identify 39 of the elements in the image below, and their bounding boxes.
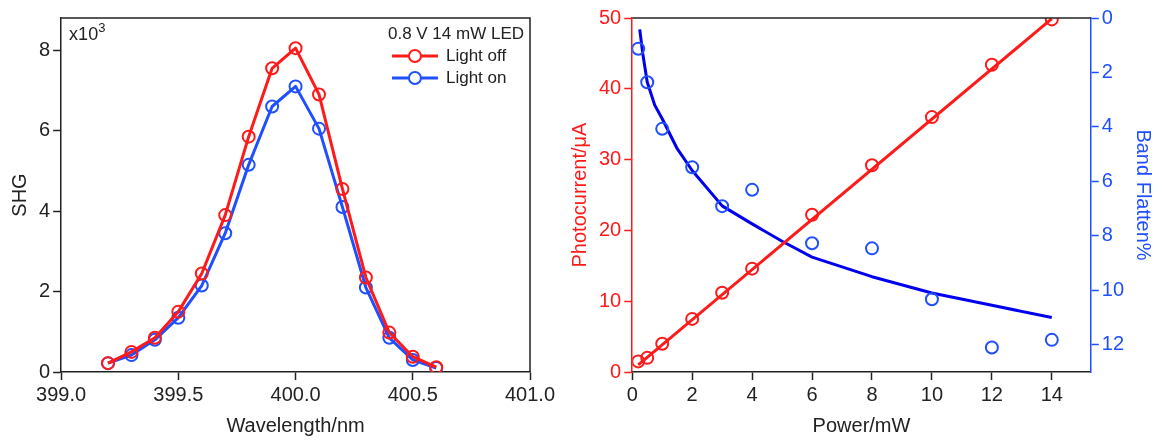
- y2-tick-label: 10: [1101, 277, 1124, 300]
- x-tick-label: 14: [1040, 382, 1063, 405]
- y-axis-title: Photocurrent/μA: [567, 121, 590, 268]
- x-tick-label: 2: [686, 382, 698, 405]
- legend-label: Light on: [445, 67, 507, 87]
- legend-label: Light off: [445, 45, 507, 65]
- y-tick-label: 8: [39, 37, 51, 60]
- x-tick-label: 400.0: [270, 382, 321, 405]
- x-tick-label: 401.0: [504, 382, 556, 405]
- y2-tick-label: 6: [1101, 168, 1113, 191]
- x-tick-label: 4: [746, 382, 758, 405]
- x-axis-title: Wavelength/nm: [226, 413, 365, 436]
- y-axis-title: SHG: [7, 173, 30, 217]
- x-tick-label: 399.5: [153, 382, 204, 405]
- y2-tick-label: 2: [1101, 59, 1113, 82]
- x-tick-label: 400.5: [387, 382, 438, 405]
- y2-tick-label: 8: [1101, 223, 1113, 246]
- y2-tick-label: 4: [1101, 114, 1113, 137]
- y-tick-label: 50: [599, 5, 622, 28]
- y2-axis-title: Band Flatten%: [1133, 129, 1156, 261]
- x-tick-label: 8: [866, 382, 878, 405]
- y-tick-label: 20: [599, 217, 622, 240]
- y-tick-label: 6: [39, 118, 51, 141]
- y-tick-label: 30: [599, 147, 622, 170]
- x-tick-label: 12: [980, 382, 1003, 405]
- y-tick-label: 0: [610, 359, 622, 382]
- y-tick-label: 40: [599, 76, 622, 99]
- y2-tick-label: 0: [1101, 5, 1113, 28]
- y-tick-label: 10: [599, 288, 622, 311]
- x-tick-label: 0: [626, 382, 638, 405]
- y-tick-label: 4: [39, 198, 51, 221]
- x-axis-title: Power/mW: [812, 413, 911, 436]
- y2-tick-label: 12: [1101, 332, 1124, 355]
- x-tick-label: 6: [806, 382, 818, 405]
- x-tick-label: 10: [920, 382, 944, 405]
- y-tick-label: 2: [39, 279, 51, 302]
- legend-title: 0.8 V 14 mW LED: [387, 23, 525, 43]
- x-tick-label: 399.0: [36, 382, 87, 405]
- y-tick-label: 0: [39, 359, 51, 382]
